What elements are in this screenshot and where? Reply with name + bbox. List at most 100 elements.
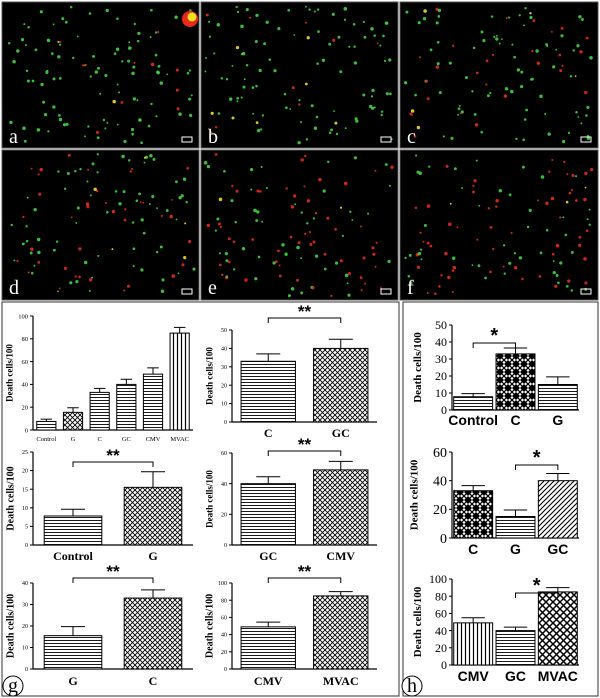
y-tick-label: 20 bbox=[433, 503, 447, 518]
cell-dot bbox=[492, 247, 495, 251]
cell-dot bbox=[408, 253, 412, 257]
cell-dot bbox=[39, 167, 43, 172]
micrograph-label-b: b bbox=[208, 126, 218, 148]
category-label: C bbox=[149, 674, 158, 688]
category-label: C bbox=[510, 412, 520, 428]
cell-dot bbox=[205, 13, 209, 17]
cell-dot bbox=[185, 200, 188, 204]
cell-dot bbox=[143, 156, 146, 159]
cell-dot bbox=[91, 276, 94, 279]
cell-dot bbox=[555, 243, 560, 248]
cell-dot bbox=[131, 221, 135, 224]
cell-dot bbox=[175, 68, 179, 72]
cell-dot bbox=[413, 135, 417, 138]
cell-dot bbox=[84, 135, 86, 138]
y-axis-label: Death cells/100 bbox=[412, 586, 424, 657]
significance-marker: * bbox=[533, 575, 541, 597]
cell-dot bbox=[161, 278, 165, 282]
cell-dot bbox=[208, 20, 211, 23]
cell-dot bbox=[371, 246, 375, 250]
cell-dot bbox=[475, 159, 478, 162]
cell-dot bbox=[310, 104, 314, 108]
cell-dot bbox=[304, 82, 308, 86]
cell-dot bbox=[13, 259, 16, 262]
cell-dot bbox=[495, 205, 498, 208]
cell-dot bbox=[590, 167, 594, 172]
bar bbox=[495, 630, 536, 666]
cell-dot bbox=[417, 21, 421, 25]
chart-h3: 0 20 40 60 80 100 Death cells/100 CMV GC MVAC * bbox=[412, 572, 579, 684]
cell-dot bbox=[160, 214, 163, 217]
cell-dot bbox=[575, 199, 578, 202]
category-label: MVAC bbox=[538, 668, 578, 684]
cell-dot bbox=[353, 61, 358, 65]
cell-dot bbox=[91, 162, 95, 166]
cell-dot bbox=[27, 25, 30, 29]
cell-dot bbox=[537, 199, 539, 202]
y-axis-label: Death cells/100 bbox=[205, 594, 216, 658]
cell-dot bbox=[52, 105, 56, 109]
cell-dot bbox=[578, 236, 582, 239]
cell-dot bbox=[503, 94, 508, 98]
cell-dot bbox=[529, 15, 533, 20]
cell-dot bbox=[255, 219, 259, 222]
cell-dot bbox=[175, 88, 179, 92]
cell-dot bbox=[184, 222, 187, 225]
y-tick-label: 0 bbox=[224, 543, 227, 549]
cell-dot bbox=[139, 201, 142, 204]
cell-dot bbox=[203, 161, 208, 165]
cell-dot bbox=[92, 54, 95, 58]
cell-dot bbox=[334, 261, 339, 265]
cell-dot bbox=[464, 76, 468, 80]
cell-dot bbox=[235, 5, 238, 9]
y-tick-label: 20 bbox=[221, 512, 227, 518]
cell-dot bbox=[482, 39, 486, 43]
cell-dot bbox=[448, 61, 452, 65]
cell-dot bbox=[76, 206, 80, 210]
cell-dot bbox=[415, 154, 418, 157]
cell-dot bbox=[457, 107, 461, 111]
cell-dot bbox=[95, 130, 100, 134]
cell-dot bbox=[522, 24, 525, 27]
cell-dot bbox=[188, 69, 191, 72]
cell-dot bbox=[297, 141, 301, 145]
cell-dot bbox=[166, 73, 169, 76]
cell-dot bbox=[570, 289, 574, 292]
cell-dot bbox=[388, 184, 391, 187]
cell-dot bbox=[405, 10, 409, 14]
cell-dot bbox=[416, 265, 421, 269]
cell-dot bbox=[132, 97, 137, 101]
cell-dot bbox=[460, 110, 464, 114]
cell-dot bbox=[322, 189, 326, 193]
cell-dot bbox=[63, 266, 67, 270]
cell-dot bbox=[370, 95, 374, 98]
cell-dot bbox=[544, 113, 547, 115]
y-tick-label: 10 bbox=[22, 506, 28, 512]
cell-dot bbox=[360, 289, 363, 292]
y-tick-label: 20 bbox=[22, 624, 28, 630]
cell-dot bbox=[223, 169, 226, 173]
y-tick-label: 60 bbox=[435, 607, 447, 621]
cell-dot bbox=[236, 96, 240, 100]
cell-dot bbox=[417, 251, 422, 256]
cell-dot bbox=[296, 278, 299, 282]
cell-dot bbox=[504, 87, 509, 91]
cell-dot bbox=[374, 265, 377, 268]
cell-dot bbox=[243, 78, 246, 81]
bar bbox=[43, 515, 103, 546]
category-label: CMV bbox=[326, 549, 355, 563]
category-label: MVAC bbox=[323, 674, 359, 688]
cell-dot bbox=[495, 37, 499, 41]
cell-dot bbox=[152, 157, 156, 161]
y-tick-label: 0 bbox=[25, 667, 28, 673]
bar bbox=[495, 516, 536, 539]
cell-dot bbox=[493, 35, 496, 39]
cell-dot bbox=[106, 211, 109, 214]
category-label: G bbox=[510, 541, 521, 557]
cell-dot bbox=[58, 114, 61, 117]
cell-dot bbox=[437, 15, 441, 18]
cell-dot bbox=[118, 202, 122, 206]
cell-dot bbox=[546, 45, 549, 47]
cell-dot bbox=[240, 24, 244, 29]
